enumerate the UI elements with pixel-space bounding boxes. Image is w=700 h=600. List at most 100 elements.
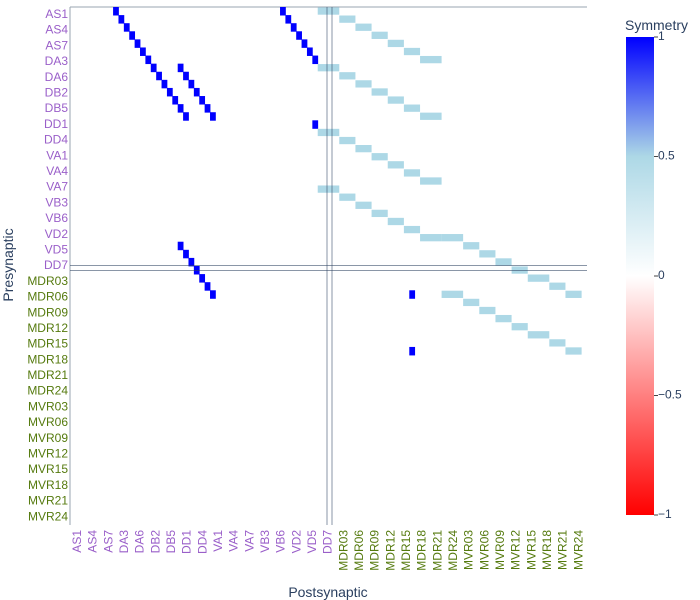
heatmap-cell — [306, 47, 313, 56]
colorbar-tick-label: −1 — [658, 507, 672, 521]
heatmap-cell — [549, 339, 566, 347]
heatmap-cell — [527, 331, 550, 339]
x-axis-ticks: AS1 AS4 AS7 DA3 DA6 DB2 DB5 DD1 DD4 VA1 VA4 VA7 VB3 V… — [70, 530, 585, 571]
heatmap-cell — [403, 225, 421, 234]
y-tick-label: MDR21 — [27, 368, 68, 382]
x-tick-label: MVR15 — [524, 530, 538, 570]
heatmap-cell — [177, 104, 184, 113]
heatmap-cell — [339, 193, 356, 201]
y-tick-label: VD2 — [45, 227, 69, 241]
y-tick-label: VD5 — [45, 242, 69, 256]
x-tick-label: DA3 — [117, 530, 131, 554]
y-tick-label: MDR06 — [27, 290, 68, 304]
heatmap-cell — [199, 96, 206, 105]
x-tick-label: DD1 — [180, 530, 194, 554]
colorbar-tick-label: −0.5 — [658, 388, 682, 402]
heatmap-cell — [123, 23, 130, 32]
y-tick-label: AS4 — [45, 23, 68, 37]
heatmap-cell — [565, 290, 582, 298]
y-tick-label: DD7 — [44, 258, 68, 272]
x-tick-label: MDR24 — [446, 530, 460, 571]
y-tick-label: MDR24 — [27, 384, 68, 398]
heatmap-cell — [463, 298, 480, 307]
x-tick-label: AS7 — [101, 530, 115, 553]
heatmap-cell — [280, 7, 286, 16]
x-tick-label: VB6 — [274, 530, 288, 553]
x-tick-label: MDR06 — [352, 530, 366, 571]
colorbar-title: Symmetry — [625, 17, 688, 33]
heatmap-cell — [204, 104, 211, 113]
x-tick-label: VA4 — [227, 530, 241, 552]
y-tick-label: MVR15 — [28, 462, 68, 476]
heatmap-cell — [371, 209, 388, 218]
x-tick-label: MDR21 — [430, 530, 444, 571]
y-tick-label: MDR09 — [27, 305, 68, 319]
x-tick-label: MDR03 — [336, 530, 350, 571]
heatmap-cell — [183, 71, 189, 81]
heatmap-cell — [549, 282, 566, 290]
heatmap-cell — [145, 55, 152, 65]
x-tick-label: VD5 — [305, 530, 319, 554]
y-tick-label: DA3 — [45, 54, 69, 68]
heatmap-cell — [387, 39, 404, 48]
x-tick-label: MDR09 — [368, 530, 382, 571]
heatmap-cell — [188, 257, 195, 267]
heatmap-cell — [371, 31, 388, 39]
y-tick-label: MVR24 — [28, 509, 68, 523]
y-tick-label: MVR09 — [28, 431, 68, 445]
heatmap-cell — [150, 63, 157, 73]
x-tick-label: MVR09 — [493, 530, 507, 570]
heatmap-cell — [312, 120, 319, 129]
x-tick-label: DB2 — [148, 530, 162, 554]
heatmap-cell — [441, 290, 464, 298]
x-tick-label: MDR12 — [383, 530, 397, 571]
heatmap-cell — [183, 112, 189, 121]
heatmap-cell — [441, 234, 464, 242]
heatmap-cell — [204, 282, 211, 291]
x-tick-label: MVR03 — [462, 530, 476, 570]
y-tick-label: VA1 — [46, 148, 68, 162]
heatmap-cell — [420, 112, 442, 120]
heatmap-cell — [317, 185, 340, 193]
x-tick-label: MDR18 — [415, 530, 429, 571]
colorbar-tick-label: 0.5 — [658, 149, 675, 163]
y-tick-label: MDR03 — [27, 274, 68, 288]
heatmap-cell — [387, 161, 404, 169]
heatmap-cell — [339, 136, 356, 145]
heatmap-cell — [183, 249, 189, 259]
heatmap-cell — [210, 112, 216, 121]
y-tick-label: VA7 — [46, 180, 68, 194]
heatmap-cell — [463, 242, 480, 250]
heatmap-cell — [420, 234, 442, 242]
heatmap-cell — [312, 55, 319, 65]
y-tick-label: MDR12 — [27, 321, 68, 335]
x-tick-label: MVR06 — [477, 530, 491, 570]
heatmap-cell — [355, 80, 372, 88]
heatmap-cell — [161, 79, 168, 89]
heatmap-cell — [210, 290, 216, 299]
heatmap-cell — [403, 47, 421, 56]
heatmap-cell — [511, 323, 528, 331]
heatmap-cell — [339, 15, 356, 23]
x-tick-label: MVR12 — [509, 530, 523, 570]
heatmap-cell — [527, 274, 550, 282]
y-tick-label: DD1 — [44, 117, 68, 131]
heatmap-cell — [409, 290, 416, 299]
heatmap-cell — [193, 87, 200, 97]
heatmap-cell — [420, 177, 442, 185]
y-tick-label: AS1 — [45, 7, 68, 21]
heatmap-cell — [188, 79, 195, 89]
y-tick-label: MVR03 — [28, 399, 68, 413]
y-tick-label: MVR18 — [28, 478, 68, 492]
heatmap-cell — [156, 71, 162, 81]
y-tick-label: MDR18 — [27, 352, 68, 366]
heatmap-cell — [301, 39, 308, 48]
heatmap-cell — [387, 217, 404, 226]
y-tick-label: VB3 — [45, 195, 68, 209]
x-tick-label: MVR18 — [540, 530, 554, 570]
heatmap-cell — [290, 23, 297, 32]
colorbar-ticks: 1 0.5 0 −0.5 −1 — [654, 29, 682, 521]
heatmap-cell — [371, 153, 388, 161]
colorbar-tick-label: 0 — [658, 268, 665, 282]
